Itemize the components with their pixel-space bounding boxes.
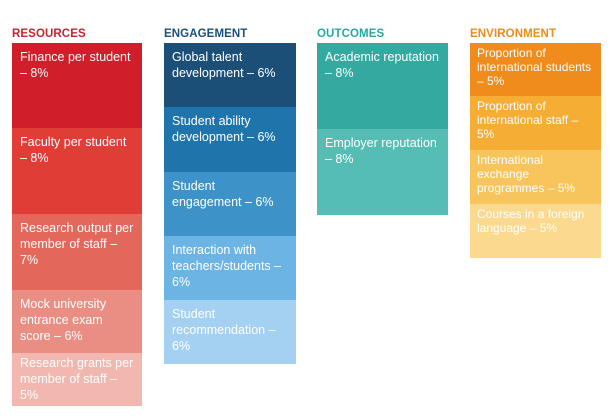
metric-label: Mock university entrance exam score – 6% [20, 297, 107, 343]
metric-block: Research grants per member of staff – 5% [12, 353, 142, 406]
metric-block: Mock university entrance exam score – 6% [12, 290, 142, 353]
column-outcomes: OUTCOMES Academic reputation – 8% Employ… [317, 27, 448, 215]
metric-label: Student engagement – 6% [172, 179, 274, 209]
metric-block: Employer reputation – 8% [317, 129, 448, 215]
column-title: ENVIRONMENT [470, 28, 557, 40]
metric-label: Faculty per student – 8% [20, 135, 127, 165]
metric-block: Proportion of international staff – 5% [470, 96, 601, 150]
metric-block: Proportion of international students – 5… [470, 43, 601, 96]
column-title: OUTCOMES [317, 28, 385, 40]
metric-block: Student ability development – 6% [164, 107, 296, 172]
metric-label: Courses in a foreign language – 5% [477, 207, 585, 235]
metric-label: International exchange programmes – 5% [477, 153, 576, 195]
metric-label: Employer reputation – 8% [325, 136, 437, 166]
metric-block: Academic reputation – 8% [317, 43, 448, 129]
metric-block: Courses in a foreign language – 5% [470, 204, 601, 258]
metric-block: International exchange programmes – 5% [470, 150, 601, 204]
metric-block: Interaction with teachers/students – 6% [164, 236, 296, 300]
metric-label: Research output per member of staff – 7% [20, 221, 134, 267]
metric-label: Proportion of international staff – 5% [477, 99, 579, 141]
column-title: ENGAGEMENT [164, 28, 248, 40]
metric-label: Research grants per member of staff – 5% [20, 356, 134, 402]
metric-block: Student engagement – 6% [164, 172, 296, 236]
metric-block: Global talent development – 6% [164, 43, 296, 107]
metric-block: Finance per student – 8% [12, 43, 142, 128]
column-resources: RESOURCES Finance per student – 8% Facul… [12, 27, 142, 406]
metric-block: Student recommendation – 6% [164, 300, 296, 364]
metric-label: Academic reputation – 8% [325, 50, 439, 80]
metric-label: Student ability development – 6% [172, 114, 276, 144]
metric-label: Global talent development – 6% [172, 50, 276, 80]
metric-block: Research output per member of staff – 7% [12, 214, 142, 290]
metric-label: Student recommendation – 6% [172, 307, 276, 353]
metric-label: Interaction with teachers/students – 6% [172, 243, 282, 289]
column-engagement: ENGAGEMENT Global talent development – 6… [164, 27, 296, 364]
column-environment: ENVIRONMENT Proportion of international … [470, 27, 601, 258]
metric-block: Faculty per student – 8% [12, 128, 142, 214]
metric-label: Finance per student – 8% [20, 50, 131, 80]
metric-label: Proportion of international students – 5… [477, 46, 592, 88]
column-title: RESOURCES [12, 28, 86, 40]
